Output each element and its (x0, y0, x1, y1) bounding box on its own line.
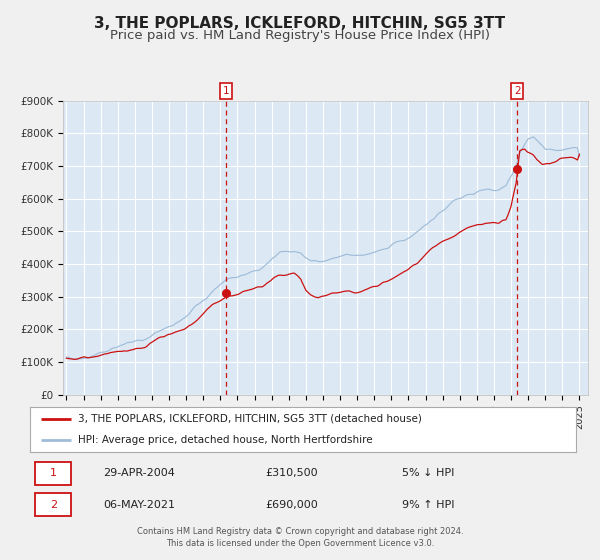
Text: 2: 2 (50, 500, 57, 510)
Text: Contains HM Land Registry data © Crown copyright and database right 2024.
This d: Contains HM Land Registry data © Crown c… (137, 527, 463, 548)
Text: 1: 1 (50, 468, 57, 478)
Text: 06-MAY-2021: 06-MAY-2021 (103, 500, 175, 510)
Text: 29-APR-2004: 29-APR-2004 (103, 468, 175, 478)
Text: Price paid vs. HM Land Registry's House Price Index (HPI): Price paid vs. HM Land Registry's House … (110, 29, 490, 42)
Text: 2: 2 (514, 86, 521, 96)
Text: £690,000: £690,000 (266, 500, 319, 510)
Text: 9% ↑ HPI: 9% ↑ HPI (403, 500, 455, 510)
FancyBboxPatch shape (35, 493, 71, 516)
Text: HPI: Average price, detached house, North Hertfordshire: HPI: Average price, detached house, Nort… (78, 435, 373, 445)
FancyBboxPatch shape (35, 462, 71, 485)
Text: 5% ↓ HPI: 5% ↓ HPI (403, 468, 455, 478)
Text: 1: 1 (223, 86, 229, 96)
Text: 3, THE POPLARS, ICKLEFORD, HITCHIN, SG5 3TT: 3, THE POPLARS, ICKLEFORD, HITCHIN, SG5 … (94, 16, 506, 31)
Text: £310,500: £310,500 (266, 468, 319, 478)
Text: 3, THE POPLARS, ICKLEFORD, HITCHIN, SG5 3TT (detached house): 3, THE POPLARS, ICKLEFORD, HITCHIN, SG5 … (78, 414, 422, 424)
